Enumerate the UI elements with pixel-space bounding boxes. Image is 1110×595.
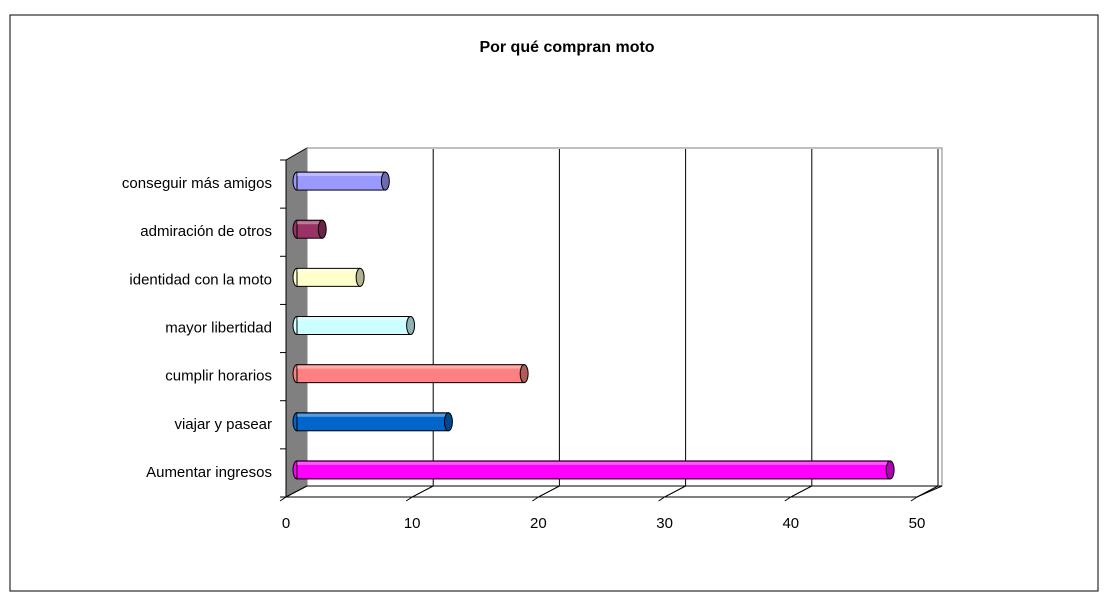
grid-line [790, 485, 813, 498]
bar-shine [297, 221, 323, 225]
bar-shine [297, 413, 449, 417]
bar-cap [519, 364, 529, 384]
floor [285, 485, 943, 498]
bar-shine [297, 461, 891, 465]
bar-cap [355, 267, 365, 287]
x-tick-label: 50 [909, 515, 926, 532]
x-tick-label: 0 [282, 515, 290, 532]
x-tick [405, 496, 413, 502]
grid-line [664, 485, 686, 498]
x-tick [658, 496, 665, 502]
y-tick-label: identidad con la moto [129, 271, 272, 288]
bar-shine [297, 269, 361, 273]
bar-cap [885, 460, 895, 480]
y-tick-label: conseguir más amigos [122, 175, 272, 192]
chart-title: Por qué compran moto [479, 39, 654, 56]
x-tick [910, 496, 918, 502]
y-tick-label: viajar y pasear [174, 416, 272, 433]
x-tick-label: 10 [404, 515, 421, 532]
x-tick-label: 20 [530, 515, 547, 532]
bar-cap [443, 412, 453, 432]
bar-shine [297, 365, 525, 369]
grid-line [916, 485, 939, 498]
bar-cap [317, 219, 327, 239]
x-tick-label: 30 [656, 515, 673, 532]
bar-shine [297, 173, 386, 177]
y-tick-label: Aumentar ingresos [146, 464, 272, 481]
x-tick [279, 496, 287, 502]
bar-cap [380, 171, 390, 191]
y-tick-label: mayor libertidad [165, 319, 272, 336]
grid-line [538, 485, 560, 498]
x-tick [532, 496, 539, 502]
grid-line [411, 485, 434, 498]
x-tick [784, 496, 792, 502]
bar-shine [297, 317, 411, 321]
y-tick-label: cumplir horarios [165, 368, 272, 385]
x-tick-label: 40 [782, 515, 799, 532]
y-tick-label: admiración de otros [140, 223, 272, 240]
bar-cap [406, 316, 416, 335]
